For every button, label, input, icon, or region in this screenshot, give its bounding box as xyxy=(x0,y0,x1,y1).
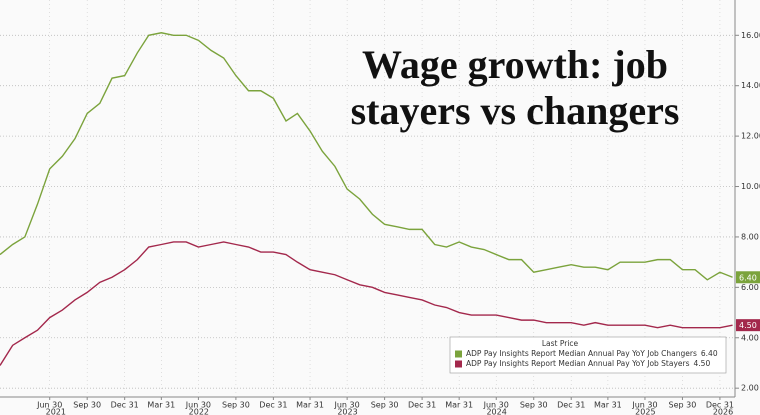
x-tick-label: Mar 31 xyxy=(445,401,473,410)
legend-box xyxy=(449,336,727,374)
x-tick-label: Jun 30 xyxy=(36,401,62,410)
legend-swatch xyxy=(455,360,462,368)
last-price-label: 6.40 xyxy=(739,273,757,282)
x-tick-label: Sep 30 xyxy=(669,401,697,410)
x-tick-label: Mar 31 xyxy=(147,401,175,410)
last-price-tag xyxy=(736,271,760,284)
y-tick-label: 4.00 xyxy=(741,333,759,342)
year-label: 2025 xyxy=(635,408,655,415)
last-price-tag xyxy=(736,319,760,332)
legend-name: ADP Pay Insights Report Median Annual Pa… xyxy=(466,359,690,368)
x-tick-label: Dec 31 xyxy=(706,401,734,410)
x-tick-label: Sep 30 xyxy=(371,401,399,410)
legend-last-value: 6.40 xyxy=(701,349,718,358)
legend-last-value: 4.50 xyxy=(694,359,711,368)
x-tick-label: Jun 30 xyxy=(185,401,211,410)
y-tick-label: 8.00 xyxy=(741,232,759,241)
y-tick-label: 14.00 xyxy=(741,81,760,90)
x-tick-label: Mar 31 xyxy=(594,401,622,410)
x-tick-label: Sep 30 xyxy=(520,401,548,410)
x-tick-label: Dec 31 xyxy=(557,401,585,410)
x-tick-label: Sep 30 xyxy=(73,401,101,410)
y-tick-label: 12.00 xyxy=(741,132,760,141)
y-tick-label: 16.00 xyxy=(741,31,760,40)
x-tick-label: Jun 30 xyxy=(631,401,657,410)
legend-entry: ADP Pay Insights Report Median Annual Pa… xyxy=(466,349,718,358)
chart-title: Wage growth: job stayers vs changers xyxy=(350,42,680,133)
year-label: 2021 xyxy=(46,408,66,415)
series-line xyxy=(0,32,733,281)
y-tick-label: 6.00 xyxy=(741,283,759,292)
x-tick-label: Dec 31 xyxy=(408,401,436,410)
y-tick-label: 10.00 xyxy=(741,182,760,191)
legend-swatch xyxy=(455,350,462,358)
y-tick-label: 2.00 xyxy=(741,384,759,393)
year-label: 2024 xyxy=(486,408,506,415)
x-tick-label: Sep 30 xyxy=(222,401,250,410)
x-tick-label: Dec 31 xyxy=(111,401,139,410)
last-price-label: 4.50 xyxy=(739,321,757,330)
x-tick-label: Mar 31 xyxy=(296,401,324,410)
year-label: 2023 xyxy=(337,408,357,415)
x-tick-label: Jun 30 xyxy=(483,401,509,410)
legend-entry: ADP Pay Insights Report Median Annual Pa… xyxy=(466,359,710,368)
legend-name: ADP Pay Insights Report Median Annual Pa… xyxy=(466,349,697,358)
legend-title: Last Price xyxy=(542,339,579,348)
series-line xyxy=(0,241,733,366)
x-tick-label: Jun 30 xyxy=(334,401,360,410)
x-tick-label: Dec 31 xyxy=(259,401,287,410)
year-label: 2026 xyxy=(713,408,733,415)
year-label: 2022 xyxy=(189,408,209,415)
